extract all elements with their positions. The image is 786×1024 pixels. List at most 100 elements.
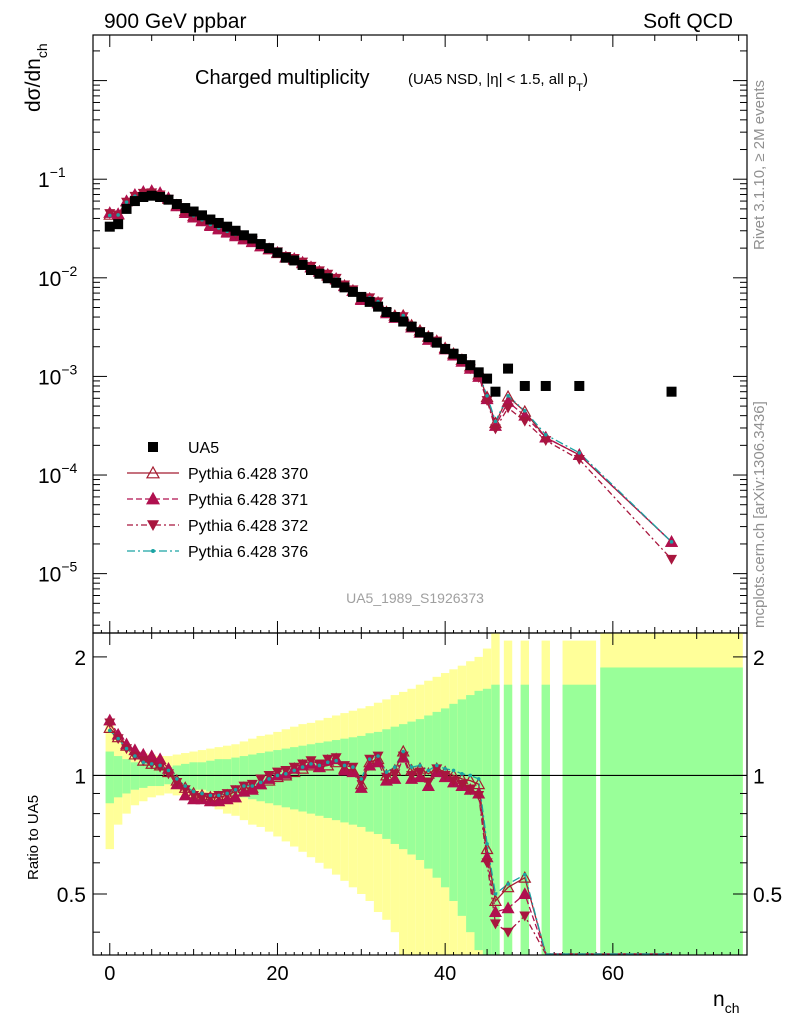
data-point: [129, 196, 140, 207]
x-tick-label: 20: [266, 963, 288, 985]
chart-subtitle-main: (UA5 NSD, |η| < 1.5, all p: [408, 71, 576, 88]
y-tick-label: 10−3: [38, 361, 78, 389]
ratio-point-3: [162, 769, 174, 780]
ratio-point-3: [255, 774, 267, 785]
ratio-point-2: [501, 901, 515, 914]
ratio-point-4: [284, 771, 288, 776]
data-point: [247, 233, 258, 244]
data-point: [356, 291, 367, 302]
ratio-point-3: [439, 771, 451, 781]
data-point: [121, 203, 132, 214]
band-inner: [503, 684, 513, 955]
ratio-point-3: [171, 778, 183, 788]
data-point: [465, 360, 476, 371]
watermark: UA5_1989_S1926373: [346, 590, 484, 606]
ratio-point-3: [204, 792, 216, 803]
data-point: [339, 282, 350, 293]
legend-entry: Pythia 6.428 372: [188, 518, 308, 535]
y-tick-label-exp: −5: [61, 559, 77, 575]
ratio-point-4: [451, 768, 456, 773]
ratio-point-3: [263, 771, 275, 781]
ratio-point-4: [258, 780, 263, 785]
series-point-4: [485, 393, 489, 398]
band-inner: [323, 741, 332, 818]
x-tick-label: 0: [104, 963, 115, 985]
ratio-point-4: [485, 842, 489, 846]
band-inner: [373, 731, 383, 835]
data-point: [482, 373, 493, 384]
ratio-point-4: [468, 773, 473, 778]
ratio-point-3: [288, 762, 300, 773]
band-inner: [365, 733, 374, 832]
band-inner: [491, 684, 500, 955]
ratio-point-4: [367, 757, 372, 761]
ratio-point-3: [481, 858, 493, 869]
band-inner: [298, 745, 307, 812]
ratio-point-3: [406, 771, 418, 781]
band-inner: [600, 667, 743, 955]
ratio-point-4: [158, 763, 162, 768]
ratio-point-3: [297, 759, 309, 770]
ratio-point-4: [401, 749, 406, 754]
y-tick-label: 10−5: [38, 559, 78, 587]
data-point: [280, 252, 291, 263]
data-point: [255, 239, 266, 250]
band-inner: [457, 699, 467, 916]
ratio-point-4: [409, 765, 414, 769]
ratio-point-4: [443, 766, 447, 771]
band-inner: [306, 744, 316, 814]
data-point: [138, 191, 149, 202]
ratio-point-4: [242, 784, 246, 788]
ratio-point-2: [488, 905, 502, 918]
band-inner: [407, 721, 416, 855]
ratio-tick-label: 2: [74, 647, 86, 670]
ratio-point-1: [501, 880, 515, 893]
main-panel: Charged multiplicity (UA5 NSD, |η| < 1.5…: [92, 34, 748, 634]
ratio-point-3: [330, 753, 342, 764]
series-point-3: [481, 396, 493, 406]
series-point-3: [489, 424, 501, 435]
data-point: [297, 259, 308, 270]
ratio-point-4: [292, 768, 297, 773]
data-point: [146, 190, 157, 201]
series-line-4: [109, 192, 672, 543]
y-tick-label: 10−2: [38, 263, 78, 291]
legend-marker: [145, 465, 161, 479]
ratio-frame: [92, 632, 748, 956]
data-point: [238, 230, 249, 241]
series-point-4: [523, 409, 527, 413]
series-point-4: [107, 213, 112, 218]
series-point-4: [116, 213, 120, 217]
ratio-point-2: [371, 755, 385, 768]
ratio-point-4: [141, 760, 146, 765]
ratio-tick-label: 1: [753, 765, 765, 788]
band-inner: [415, 719, 425, 860]
data-point: [306, 265, 316, 276]
data-point: [163, 194, 174, 205]
band-inner: [449, 703, 458, 901]
ratio-tick-label: 1: [74, 765, 86, 788]
series-point-4: [543, 432, 548, 437]
ratio-point-4: [325, 760, 330, 765]
data-point: [272, 247, 283, 258]
y-axis-label-main: dσ/dn: [22, 58, 45, 112]
ratio-point-4: [166, 768, 171, 773]
ratio-point-3: [179, 785, 191, 796]
data-point: [205, 214, 216, 225]
legend: UA5 Pythia 6.428 370 Pythia 6.428 371 Pythi…: [127, 440, 308, 561]
ratio-point-3: [464, 785, 476, 796]
y-axis-label-sub: ch: [34, 43, 50, 58]
legend-marker: [147, 520, 159, 531]
band-inner: [214, 759, 223, 794]
data-point: [389, 312, 400, 323]
band-inner: [231, 757, 240, 796]
data-point: [666, 386, 677, 397]
ratio-point-4: [225, 791, 229, 796]
ratio-point-4: [216, 793, 221, 798]
ratio-panel: [92, 632, 748, 956]
series-point-3: [519, 416, 531, 427]
ratio-point-4: [426, 768, 431, 773]
data-point: [264, 243, 275, 254]
band-inner: [113, 756, 123, 798]
band-inner: [399, 724, 408, 850]
